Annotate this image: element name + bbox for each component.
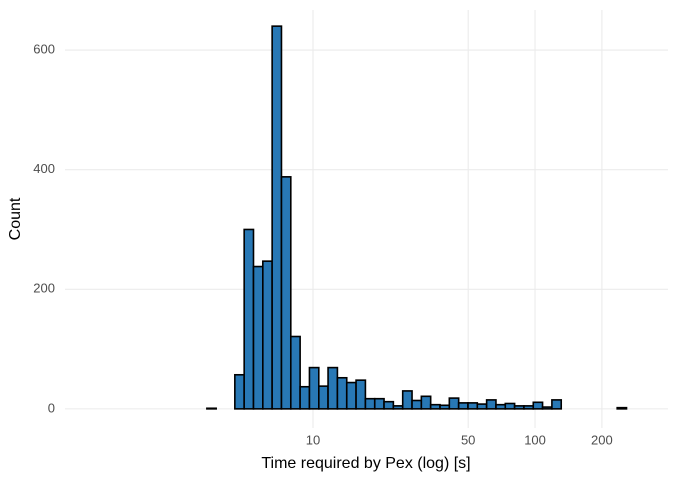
x-tick-label: 50 — [461, 432, 475, 447]
bar — [485, 399, 497, 410]
bar — [392, 405, 404, 410]
bar — [364, 397, 376, 410]
y-tick-label: 0 — [48, 400, 55, 415]
bar — [373, 397, 385, 410]
bar — [383, 400, 395, 410]
bar — [420, 395, 432, 410]
bar — [429, 403, 441, 410]
x-tick-label: 10 — [306, 432, 320, 447]
bar — [262, 260, 273, 410]
bar — [616, 406, 628, 410]
bar — [318, 385, 329, 410]
bar — [448, 397, 460, 410]
bar — [243, 228, 255, 410]
y-tick-label: 400 — [33, 161, 55, 176]
bar — [504, 402, 516, 410]
bar — [439, 404, 451, 410]
bar — [299, 385, 311, 410]
bar — [206, 407, 217, 410]
bar — [523, 405, 535, 410]
bar — [476, 403, 488, 410]
bar — [513, 405, 525, 410]
bar — [541, 406, 553, 410]
bar — [345, 381, 357, 410]
bar — [280, 176, 292, 410]
bar — [467, 402, 479, 410]
bar — [532, 401, 544, 410]
bar — [401, 390, 413, 410]
bar — [252, 265, 264, 410]
y-tick-label: 600 — [33, 42, 55, 57]
bar — [271, 25, 283, 410]
x-tick-label: 200 — [591, 432, 613, 447]
y-tick-label: 200 — [33, 281, 55, 296]
bar — [289, 335, 301, 410]
bar — [551, 399, 563, 410]
bar — [234, 373, 245, 410]
y-axis-title: Count — [7, 197, 24, 240]
bar — [327, 366, 339, 410]
bar — [355, 379, 367, 410]
x-tick-label: 100 — [524, 432, 546, 447]
x-axis-title: Time required by Pex (log) [s] — [261, 455, 470, 472]
bar — [308, 366, 320, 410]
bar — [495, 403, 507, 410]
bar — [411, 399, 423, 410]
bar — [336, 376, 348, 410]
bar — [457, 402, 469, 410]
